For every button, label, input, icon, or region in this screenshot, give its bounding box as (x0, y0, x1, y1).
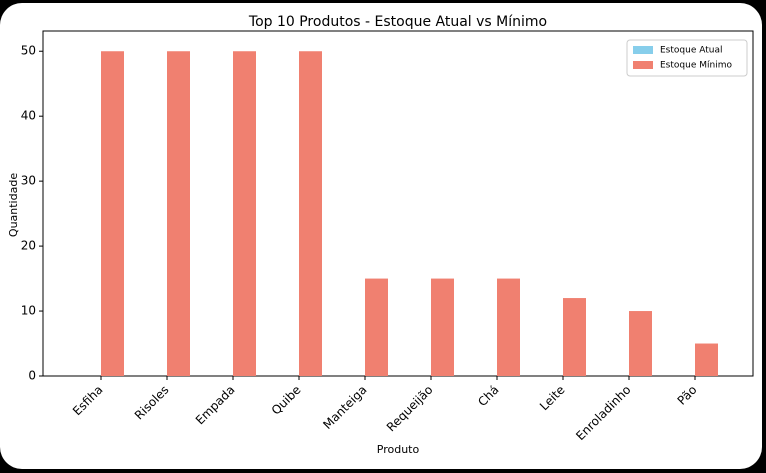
legend-label: Estoque Atual (660, 46, 722, 56)
bar (101, 51, 124, 376)
chart-title: Top 10 Produtos - Estoque Atual vs Mínim… (248, 14, 547, 30)
x-axis-label: Produto (377, 443, 420, 456)
bar (497, 278, 520, 376)
x-tick-label: Leite (537, 383, 568, 414)
x-tick-label: Enroladinho (573, 383, 633, 443)
bar (233, 51, 256, 376)
y-tick-label: 10 (21, 304, 36, 318)
y-tick-label: 20 (21, 239, 36, 253)
x-tick-label: Requeijão (384, 383, 436, 435)
legend-swatch (633, 46, 653, 54)
bar (563, 298, 586, 376)
y-tick-label: 40 (21, 109, 36, 123)
bar (629, 311, 652, 376)
x-tick-label: Chá (475, 383, 501, 409)
legend-label: Estoque Mínimo (660, 61, 732, 71)
x-tick-label: Manteiga (320, 383, 369, 432)
x-tick-label: Pão (675, 383, 700, 408)
card (0, 3, 762, 469)
legend-box (626, 39, 748, 77)
bar (299, 51, 322, 376)
y-tick-label: 0 (28, 369, 36, 383)
x-tick-label: Quibe (269, 383, 304, 418)
legend-swatch (633, 61, 653, 69)
y-tick-label: 50 (21, 44, 36, 58)
bar (167, 51, 190, 376)
bar (695, 343, 718, 376)
x-tick-label: Risoles (132, 383, 172, 423)
x-tick-label: Esfiha (70, 383, 106, 419)
plot-frame (42, 30, 754, 377)
bar (431, 278, 454, 376)
x-tick-label: Empada (193, 383, 238, 428)
y-tick-label: 30 (21, 174, 36, 188)
bar (365, 278, 388, 376)
y-axis-label: Quantidade (7, 173, 20, 237)
